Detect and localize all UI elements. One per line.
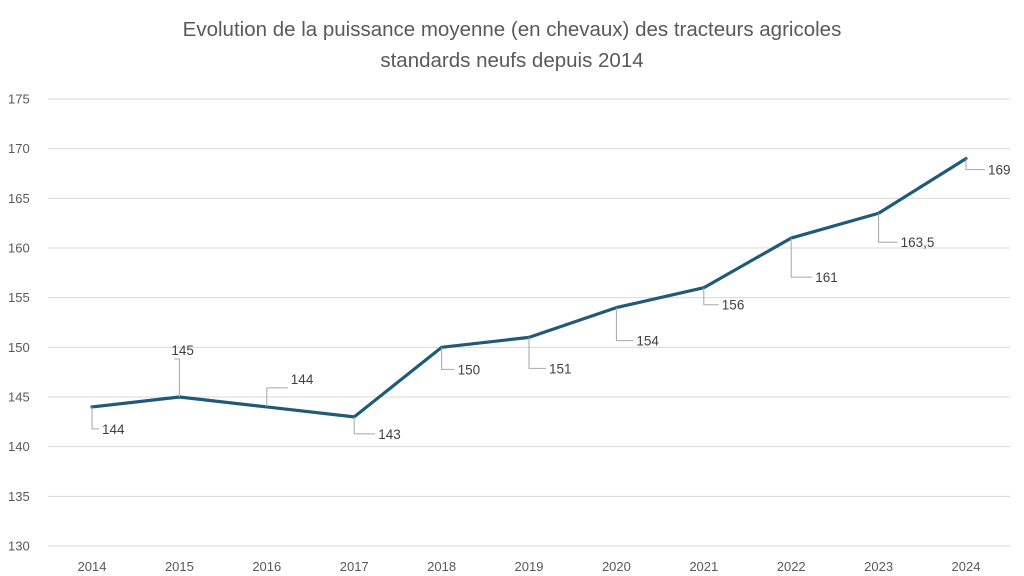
data-label-leader-2023 xyxy=(878,213,898,243)
y-tick-label-140: 140 xyxy=(8,439,30,454)
data-label-leader-2021 xyxy=(703,287,719,306)
data-label-2014: 144 xyxy=(102,422,125,437)
data-label-leader-2022 xyxy=(790,238,813,278)
x-tick-label-2020: 2020 xyxy=(602,559,631,574)
y-tick-label-165: 165 xyxy=(8,191,30,206)
data-label-leader-2020 xyxy=(615,307,634,342)
series-line xyxy=(90,157,968,419)
data-label-2019: 151 xyxy=(549,361,572,376)
data-label-2016: 144 xyxy=(291,372,314,387)
y-tick-label-160: 160 xyxy=(8,241,30,256)
data-label-leader-2018 xyxy=(441,347,455,370)
y-tick-label-170: 170 xyxy=(8,141,30,156)
y-tick-label-145: 145 xyxy=(8,390,30,405)
data-label-2015: 145 xyxy=(171,343,194,358)
chart-title: Evolution de la puissance moyenne (en ch… xyxy=(0,14,1024,76)
data-label-leader-2016 xyxy=(266,387,288,407)
data-label-leader-2019 xyxy=(528,337,546,369)
x-tick-label-2017: 2017 xyxy=(340,559,369,574)
y-tick-label-130: 130 xyxy=(8,539,30,554)
y-tick-label-150: 150 xyxy=(8,340,30,355)
x-tick-label-2024: 2024 xyxy=(952,559,981,574)
chart-title-line-1: Evolution de la puissance moyenne (en ch… xyxy=(182,18,842,41)
data-label-leader-2015 xyxy=(174,358,180,397)
data-label-2020: 154 xyxy=(636,334,659,349)
data-label-2018: 150 xyxy=(458,362,481,377)
x-tick-label-2016: 2016 xyxy=(252,559,281,574)
y-tick-label-155: 155 xyxy=(8,290,30,305)
chart-title-line-2: standards neufs depuis 2014 xyxy=(380,49,644,72)
x-tick-label-2022: 2022 xyxy=(777,559,806,574)
data-label-2024: 169 xyxy=(988,163,1011,178)
x-tick-label-2015: 2015 xyxy=(165,559,194,574)
data-label-2023: 163,5 xyxy=(901,235,935,250)
data-label-2021: 156 xyxy=(722,298,745,313)
x-tick-label-2019: 2019 xyxy=(515,559,544,574)
data-label-leader-2014 xyxy=(91,406,99,430)
y-tick-label-135: 135 xyxy=(8,489,30,504)
data-label-leader-2017 xyxy=(353,416,376,435)
x-tick-label-2014: 2014 xyxy=(78,559,107,574)
data-label-leader-2024 xyxy=(965,158,985,171)
x-tick-label-2018: 2018 xyxy=(427,559,456,574)
y-tick-label-175: 175 xyxy=(8,92,30,107)
x-tick-label-2023: 2023 xyxy=(864,559,893,574)
data-label-2022: 161 xyxy=(815,270,838,285)
x-tick-label-2021: 2021 xyxy=(689,559,718,574)
data-label-2017: 143 xyxy=(378,427,401,442)
